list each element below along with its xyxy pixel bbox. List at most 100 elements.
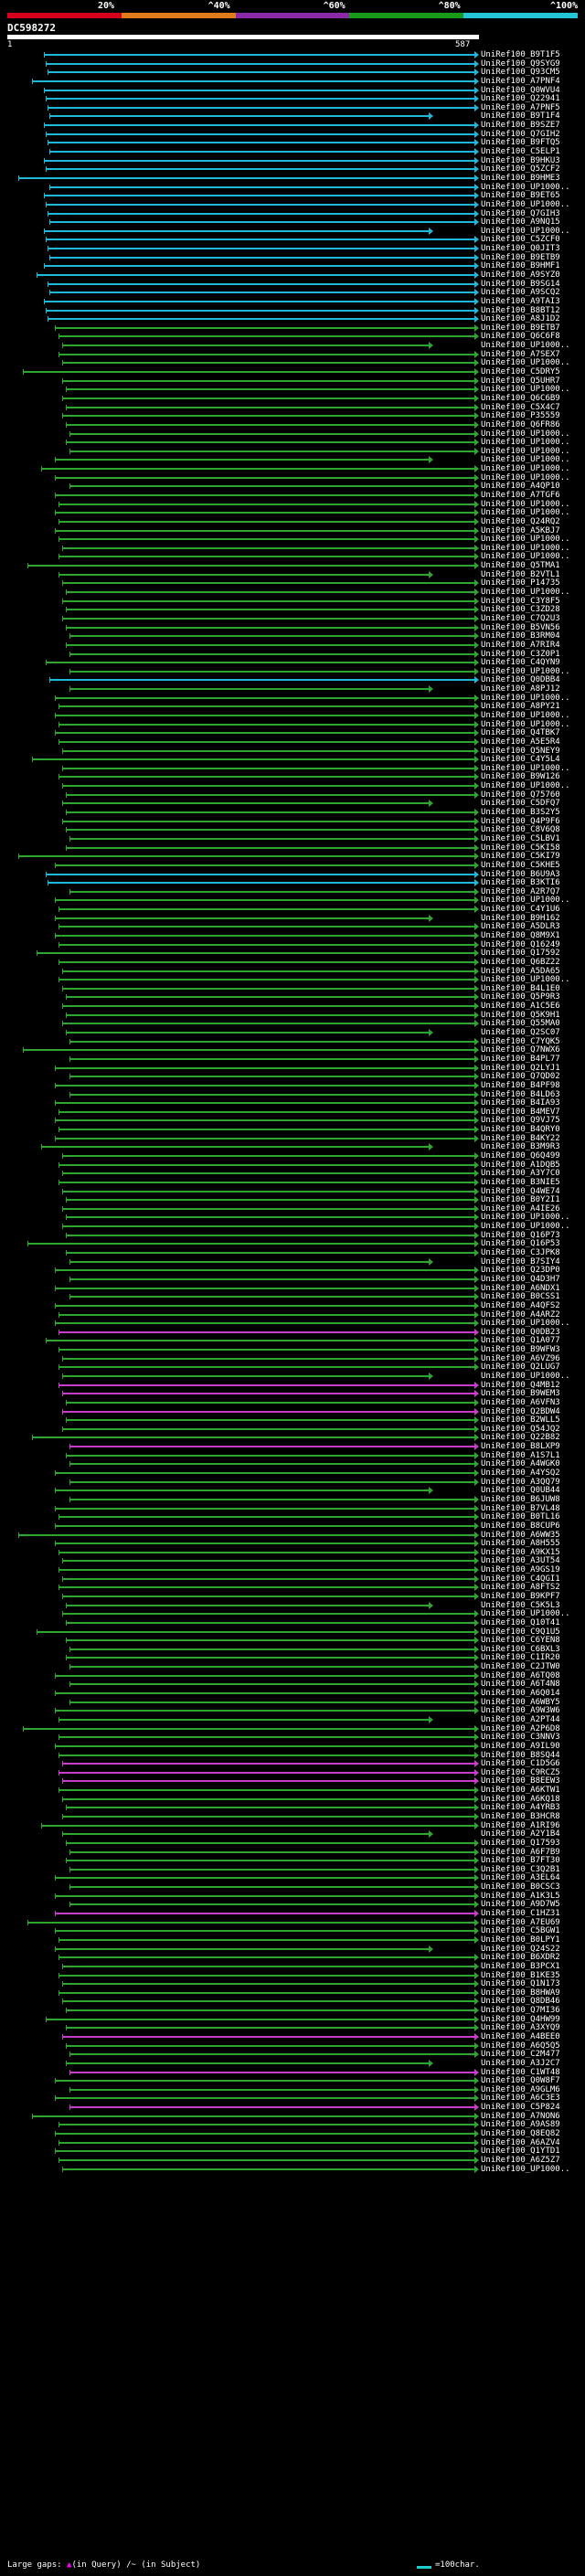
hit-label[interactable]: UniRef100_C5KI79: [481, 852, 560, 861]
hit-label[interactable]: UniRef100_A9IL90: [481, 1742, 560, 1751]
hit-bar[interactable]: [58, 705, 475, 707]
hit-label[interactable]: UniRef100_C4Y5L4: [481, 755, 560, 764]
hit-label[interactable]: UniRef100_UP1000..: [481, 896, 570, 905]
hit-bar[interactable]: [55, 1542, 475, 1544]
hit-label[interactable]: UniRef100_A9D7W5: [481, 1900, 560, 1909]
hit-label[interactable]: UniRef100_Q0DB23: [481, 1328, 560, 1337]
hit-bar[interactable]: [62, 1225, 475, 1227]
hit-label[interactable]: UniRef100_C9Q1U5: [481, 1627, 560, 1637]
hit-bar[interactable]: [66, 627, 475, 629]
hit-bar[interactable]: [62, 768, 475, 769]
hit-label[interactable]: UniRef100_B9HKU3: [481, 156, 560, 165]
hit-bar[interactable]: [55, 530, 475, 532]
hit-bar[interactable]: [46, 662, 475, 663]
hit-bar[interactable]: [62, 1613, 475, 1615]
hit-bar[interactable]: [69, 1296, 475, 1298]
hit-bar[interactable]: [66, 1419, 475, 1421]
hit-bar[interactable]: [55, 1913, 475, 1914]
hit-label[interactable]: UniRef100_Q2LYJ1: [481, 1064, 560, 1073]
hit-bar[interactable]: [55, 1119, 475, 1121]
hit-label[interactable]: UniRef100_C9RCZ5: [481, 1768, 560, 1777]
hit-label[interactable]: UniRef100_UP1000..: [481, 2165, 570, 2174]
hit-label[interactable]: UniRef100_UP1000..: [481, 764, 570, 773]
hit-bar[interactable]: [55, 494, 475, 496]
hit-bar[interactable]: [69, 1499, 475, 1500]
hit-label[interactable]: UniRef100_Q93CM5: [481, 68, 560, 77]
hit-label[interactable]: UniRef100_Q6Q499: [481, 1151, 560, 1161]
hit-bar[interactable]: [69, 1851, 475, 1853]
hit-bar[interactable]: [66, 2062, 430, 2064]
hit-label[interactable]: UniRef100_C2JTW0: [481, 1662, 560, 1671]
hit-label[interactable]: UniRef100_Q0UB44: [481, 1486, 560, 1495]
hit-bar[interactable]: [58, 1975, 475, 1977]
hit-label[interactable]: UniRef100_A6KTW1: [481, 1786, 560, 1795]
hit-label[interactable]: UniRef100_A4IE26: [481, 1204, 560, 1214]
hit-bar[interactable]: [48, 142, 475, 143]
hit-bar[interactable]: [62, 1375, 430, 1377]
hit-bar[interactable]: [62, 1172, 475, 1174]
hit-label[interactable]: UniRef100_Q8M9X1: [481, 931, 560, 940]
hit-bar[interactable]: [49, 257, 475, 259]
hit-label[interactable]: UniRef100_B3NIE5: [481, 1178, 560, 1187]
hit-label[interactable]: UniRef100_Q22B82: [481, 1433, 560, 1442]
hit-label[interactable]: UniRef100_A9GS19: [481, 1565, 560, 1574]
hit-label[interactable]: UniRef100_Q0DBB4: [481, 675, 560, 684]
hit-bar[interactable]: [55, 917, 430, 919]
hit-label[interactable]: UniRef100_UP1000..: [481, 552, 570, 561]
hit-label[interactable]: UniRef100_UP1000..: [481, 1319, 570, 1328]
hit-label[interactable]: UniRef100_C4Y1U6: [481, 905, 560, 914]
hit-bar[interactable]: [69, 653, 475, 655]
hit-bar[interactable]: [55, 1322, 475, 1324]
hit-label[interactable]: UniRef100_Q75760: [481, 790, 560, 800]
hit-label[interactable]: UniRef100_C5DRY5: [481, 367, 560, 376]
hit-label[interactable]: UniRef100_Q4TBK7: [481, 728, 560, 737]
hit-label[interactable]: UniRef100_B7SIY4: [481, 1257, 560, 1267]
hit-bar[interactable]: [66, 811, 475, 813]
hit-bar[interactable]: [55, 1305, 475, 1307]
hit-bar[interactable]: [55, 715, 475, 716]
hit-bar[interactable]: [66, 2027, 475, 2029]
hit-bar[interactable]: [55, 935, 475, 937]
hit-bar[interactable]: [58, 1772, 475, 1774]
hit-bar[interactable]: [69, 1886, 475, 1888]
hit-bar[interactable]: [55, 2150, 475, 2152]
hit-label[interactable]: UniRef100_Q17592: [481, 949, 560, 958]
hit-label[interactable]: UniRef100_A9AS89: [481, 2120, 560, 2129]
hit-bar[interactable]: [62, 1816, 475, 1818]
hit-bar[interactable]: [58, 1939, 475, 1941]
hit-label[interactable]: UniRef100_A6KQ18: [481, 1795, 560, 1804]
hit-bar[interactable]: [62, 785, 475, 787]
hit-label[interactable]: UniRef100_B6U9A3: [481, 870, 560, 879]
hit-bar[interactable]: [69, 838, 475, 840]
hit-bar[interactable]: [58, 741, 475, 743]
hit-label[interactable]: UniRef100_A3Y7C0: [481, 1169, 560, 1178]
hit-label[interactable]: UniRef100_C3Q2B1: [481, 1865, 560, 1874]
hit-bar[interactable]: [62, 2000, 475, 2002]
hit-bar[interactable]: [55, 512, 475, 514]
hit-label[interactable]: UniRef100_A9GLM6: [481, 2085, 560, 2094]
hit-bar[interactable]: [62, 1208, 475, 1210]
hit-bar[interactable]: [41, 1146, 430, 1148]
hit-bar[interactable]: [58, 776, 475, 778]
hit-bar[interactable]: [62, 1005, 475, 1007]
hit-label[interactable]: UniRef100_A8J1D2: [481, 314, 560, 323]
hit-bar[interactable]: [55, 1288, 475, 1289]
hit-bar[interactable]: [66, 609, 475, 610]
hit-bar[interactable]: [32, 2115, 475, 2117]
hit-bar[interactable]: [46, 204, 475, 206]
hit-bar[interactable]: [62, 415, 475, 417]
hit-label[interactable]: UniRef100_A6Q014: [481, 1689, 560, 1698]
hit-label[interactable]: UniRef100_B3KTI6: [481, 878, 560, 887]
hit-bar[interactable]: [32, 1436, 475, 1438]
hit-bar[interactable]: [46, 874, 475, 875]
hit-label[interactable]: UniRef100_Q23DP0: [481, 1266, 560, 1275]
hit-bar[interactable]: [41, 1825, 475, 1827]
hit-label[interactable]: UniRef100_A6WW35: [481, 1531, 560, 1540]
hit-bar[interactable]: [55, 1269, 475, 1271]
hit-label[interactable]: UniRef100_B4MEV7: [481, 1108, 560, 1117]
hit-label[interactable]: UniRef100_Q16P53: [481, 1239, 560, 1248]
hit-label[interactable]: UniRef100_B7VL48: [481, 1504, 560, 1513]
hit-label[interactable]: UniRef100_UP1000..: [481, 429, 570, 439]
hit-bar[interactable]: [62, 1560, 475, 1562]
hit-bar[interactable]: [62, 1428, 475, 1430]
